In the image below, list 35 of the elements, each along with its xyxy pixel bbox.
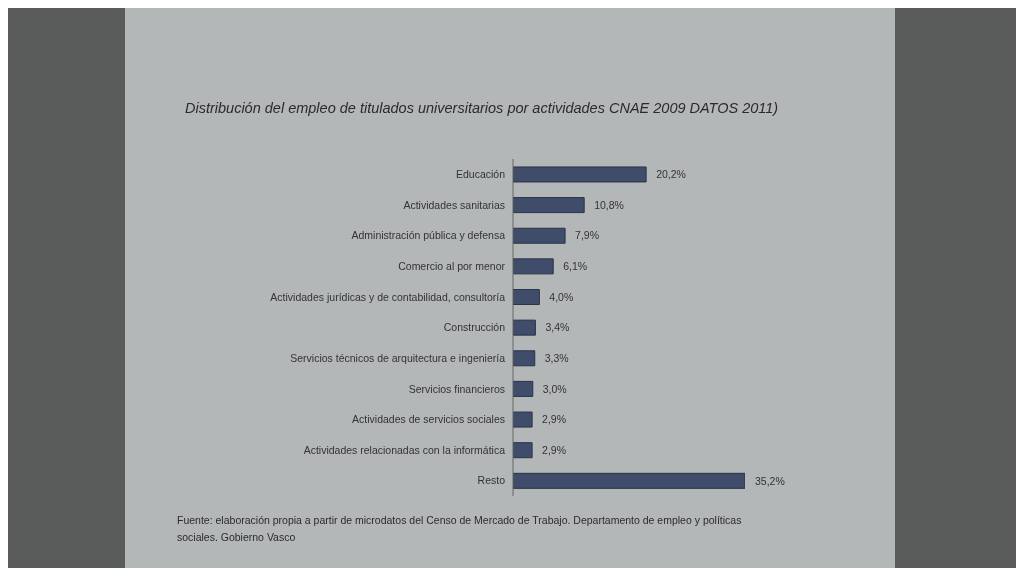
data-label: 20,2% [656,168,686,181]
bar [513,197,585,214]
y-tick-label: Actividades sanitarias [403,198,505,211]
y-tick-label: Comercio al por menor [398,259,506,272]
data-label: 2,9% [542,443,567,456]
data-label: 35,2% [755,474,785,487]
chart-title: Distribución del empleo de titulados universitarios por actividades CNAE 2009 DATOS 2011) [185,100,780,116]
data-label: 7,9% [575,229,600,242]
y-tick-label: Actividades de servicios sociales [352,413,505,426]
y-tick-label: Actividades jurídicas y de contabilidad, consultoría [270,290,506,303]
data-label: 4,0% [549,290,574,303]
y-tick-label: Construcción [443,321,506,334]
y-tick-label: Actividades relacionadas con la informática [303,443,506,456]
bar [513,258,554,275]
bar [513,472,745,489]
bar [513,227,566,244]
bar [513,380,534,397]
y-tick-label: Servicios financieros [408,382,505,395]
y-tick-label: Administración pública y defensa [351,229,506,242]
data-label: 3,4% [545,321,570,334]
y-tick-label: Educación [455,168,506,181]
data-label: 3,0% [542,382,567,395]
bar [513,166,647,183]
bar [513,442,533,459]
bar [513,319,536,336]
data-label: 3,3% [544,352,569,365]
data-label: 10,8% [594,198,624,211]
bar [513,289,540,306]
data-label: 6,1% [563,260,588,273]
y-tick-label: Servicios técnicos de arquitectura e ingeniería [290,351,506,364]
bar [513,350,536,367]
source-note: Fuente: elaboración propia a partir de microdatos del Censo de Mercado de Trabajo. Departamento de empleo y políticas sociales. Gobierno Vasco [177,513,743,545]
data-label: 2,9% [542,413,567,426]
bar [513,411,533,428]
y-tick-label: Resto [477,474,506,487]
